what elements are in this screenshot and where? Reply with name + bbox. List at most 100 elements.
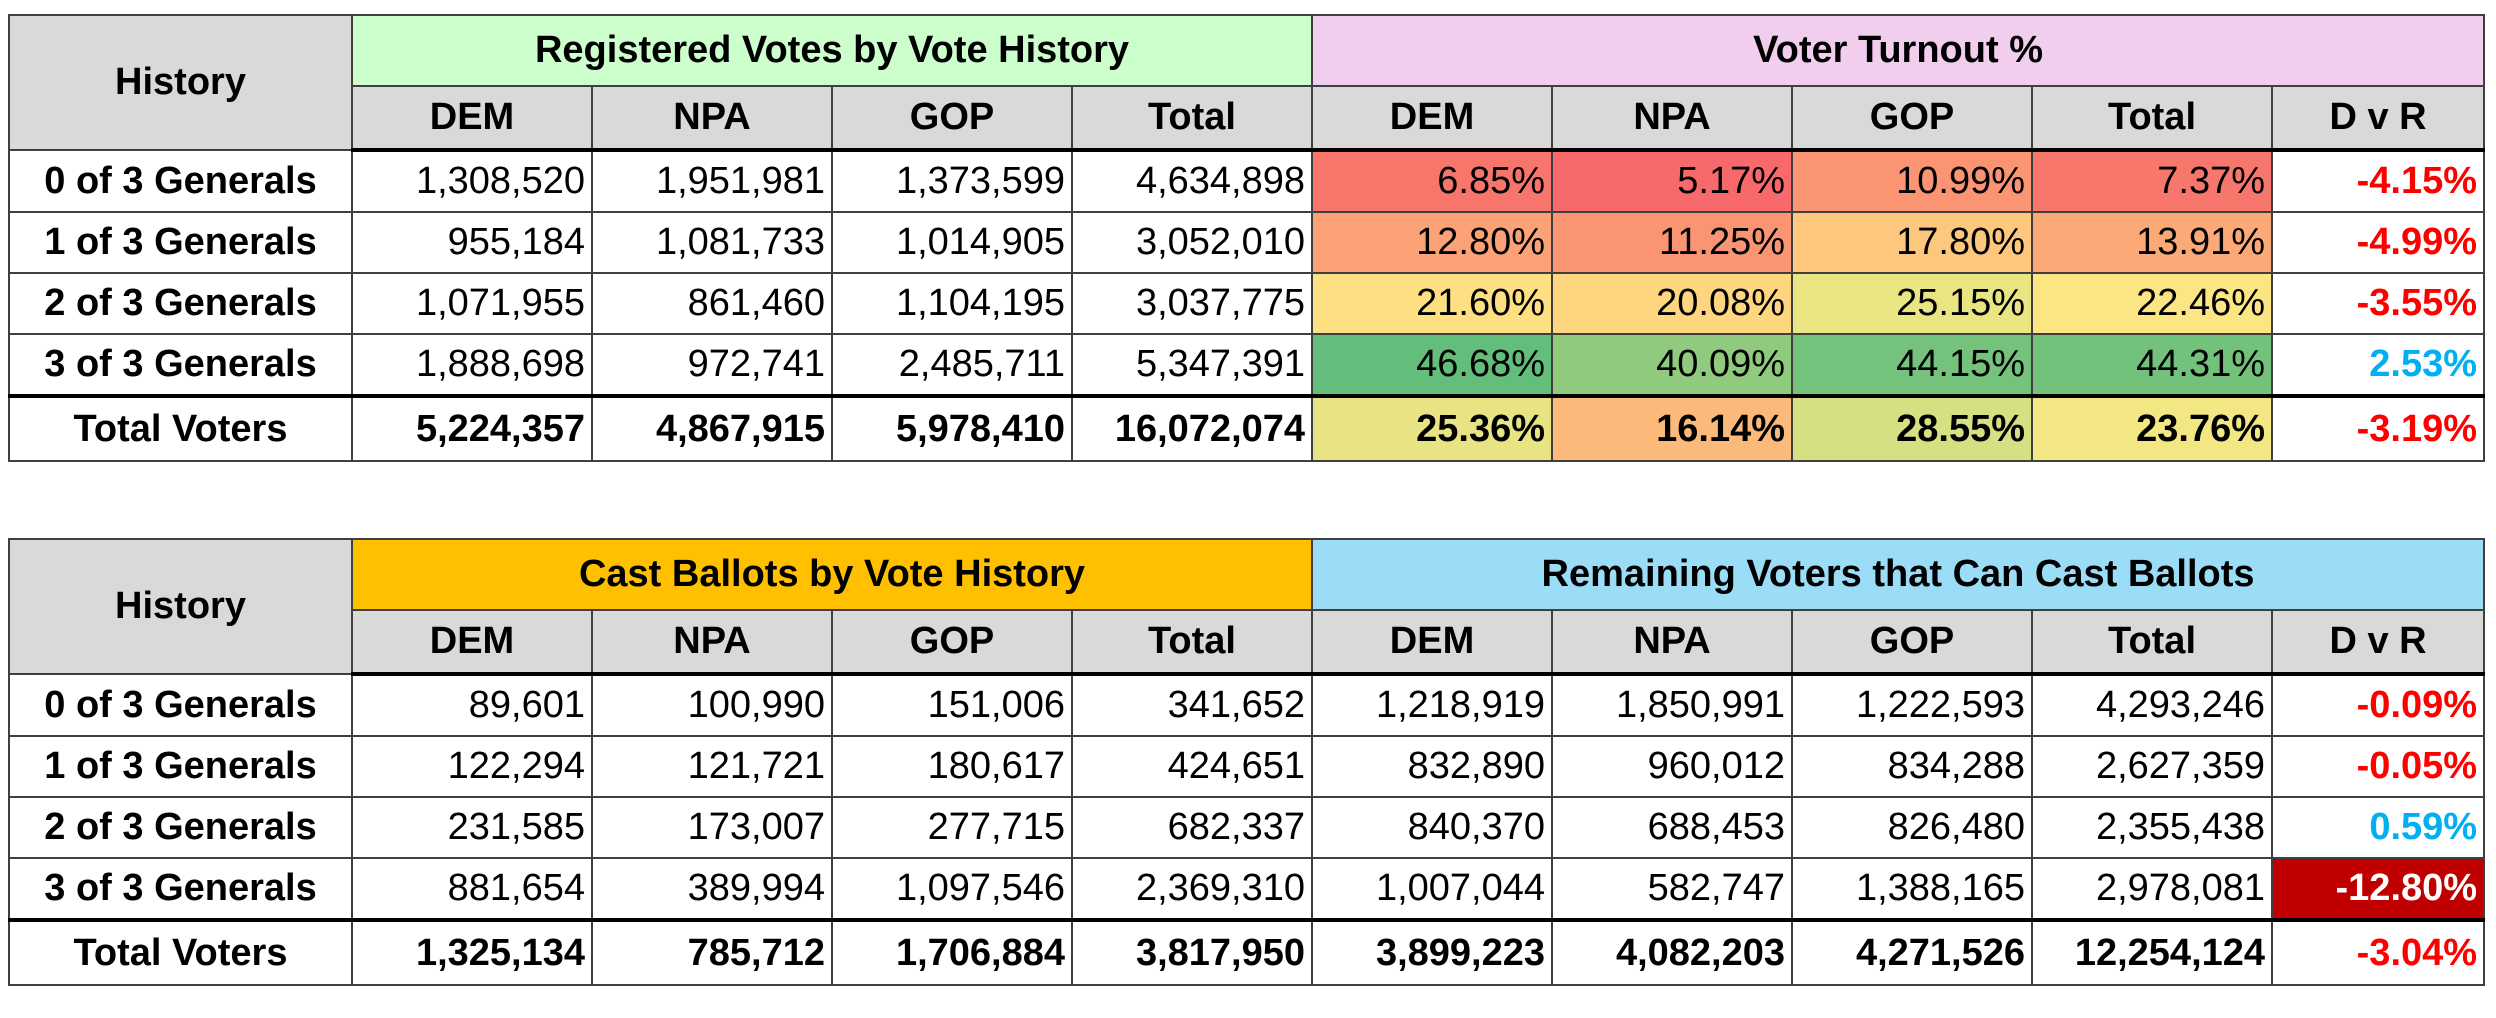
remaining-total-cell: 2,627,359: [2031, 735, 2274, 798]
turnout-gop-cell: 44.15%: [1791, 333, 2034, 397]
cast-gop-cell: 180,617: [831, 735, 1073, 798]
remaining-gop-cell: 1,388,165: [1791, 857, 2034, 921]
remaining-npa-cell: 960,012: [1551, 735, 1794, 798]
cast-remaining-table: History Cast Ballots by Vote History Rem…: [8, 538, 2486, 986]
table-row: 0 of 3 Generals 89,601 100,990 151,006 3…: [8, 673, 2486, 737]
total-row: Total Voters 5,224,357 4,867,915 5,978,4…: [8, 394, 2486, 462]
cast-npa-cell: 785,712: [591, 918, 833, 986]
cast-dem-cell: 89,601: [351, 673, 593, 737]
row-label: 1 of 3 Generals: [8, 211, 353, 274]
turnout-dem-cell: 25.36%: [1311, 394, 1554, 462]
col-header-dem: DEM: [1311, 85, 1554, 152]
turnout-dem-cell: 21.60%: [1311, 272, 1554, 335]
turnout-total-cell: 13.91%: [2031, 211, 2274, 274]
reg-gop-cell: 2,485,711: [831, 333, 1073, 397]
registered-votes-title: Registered Votes by Vote History: [350, 14, 1314, 87]
turnout-npa-cell: 11.25%: [1551, 211, 1794, 274]
row-label: 2 of 3 Generals: [8, 796, 353, 859]
remaining-npa-cell: 4,082,203: [1551, 918, 1794, 986]
col-header-total: Total: [1070, 609, 1314, 676]
turnout-gop-cell: 10.99%: [1791, 149, 2034, 213]
cast-dem-cell: 1,325,134: [351, 918, 593, 986]
row-label: Total Voters: [8, 394, 353, 462]
cast-total-cell: 424,651: [1070, 735, 1314, 798]
col-header-dvr: D v R: [2271, 609, 2486, 676]
turnout-npa-cell: 16.14%: [1551, 394, 1794, 462]
col-header-dem: DEM: [1311, 609, 1554, 676]
cast-total-cell: 2,369,310: [1070, 857, 1314, 921]
col-header-dem: DEM: [351, 85, 593, 152]
remaining-voters-title: Remaining Voters that Can Cast Ballots: [1311, 538, 2486, 611]
col-header-total: Total: [2031, 85, 2274, 152]
cast-total-cell: 3,817,950: [1070, 918, 1314, 986]
reg-dem-cell: 5,224,357: [351, 394, 593, 462]
remaining-npa-cell: 582,747: [1551, 857, 1794, 921]
col-header-gop: GOP: [831, 609, 1073, 676]
col-header-total: Total: [2031, 609, 2274, 676]
table-row: 1 of 3 Generals 955,184 1,081,733 1,014,…: [8, 211, 2486, 274]
cast-gop-cell: 151,006: [831, 673, 1073, 737]
cast-npa-cell: 389,994: [591, 857, 833, 921]
row-label: 3 of 3 Generals: [8, 857, 353, 921]
cast-npa-cell: 100,990: [591, 673, 833, 737]
dvr-cell: 2.53%: [2271, 333, 2486, 397]
col-header-npa: NPA: [591, 609, 833, 676]
remaining-total-cell: 4,293,246: [2031, 673, 2274, 737]
remaining-npa-cell: 1,850,991: [1551, 673, 1794, 737]
dvr-cell: -3.04%: [2271, 918, 2486, 986]
col-header-dem: DEM: [351, 609, 593, 676]
turnout-npa-cell: 5.17%: [1551, 149, 1794, 213]
col-header-gop: GOP: [831, 85, 1073, 152]
dvr-cell: -3.19%: [2271, 394, 2486, 462]
dvr-cell: -12.80%: [2271, 857, 2486, 921]
turnout-dem-cell: 6.85%: [1311, 149, 1554, 213]
table-row: 2 of 3 Generals 231,585 173,007 277,715 …: [8, 796, 2486, 859]
row-label: 1 of 3 Generals: [8, 735, 353, 798]
remaining-gop-cell: 4,271,526: [1791, 918, 2034, 986]
reg-total-cell: 4,634,898: [1070, 149, 1314, 213]
turnout-total-cell: 23.76%: [2031, 394, 2274, 462]
remaining-total-cell: 2,978,081: [2031, 857, 2274, 921]
reg-dem-cell: 1,888,698: [351, 333, 593, 397]
dvr-cell: -3.55%: [2271, 272, 2486, 335]
remaining-dem-cell: 832,890: [1311, 735, 1554, 798]
reg-dem-cell: 1,071,955: [351, 272, 593, 335]
turnout-dem-cell: 46.68%: [1311, 333, 1554, 397]
dvr-cell: 0.59%: [2271, 796, 2486, 859]
remaining-dem-cell: 3,899,223: [1311, 918, 1554, 986]
reg-npa-cell: 972,741: [591, 333, 833, 397]
remaining-total-cell: 12,254,124: [2031, 918, 2274, 986]
reg-npa-cell: 4,867,915: [591, 394, 833, 462]
row-label: 0 of 3 Generals: [8, 149, 353, 213]
reg-gop-cell: 1,373,599: [831, 149, 1073, 213]
cast-ballots-title: Cast Ballots by Vote History: [350, 538, 1314, 611]
col-header-npa: NPA: [591, 85, 833, 152]
reg-total-cell: 16,072,074: [1070, 394, 1314, 462]
cast-gop-cell: 1,097,546: [831, 857, 1073, 921]
row-label: 0 of 3 Generals: [8, 673, 353, 737]
cast-total-cell: 341,652: [1070, 673, 1314, 737]
reg-gop-cell: 5,978,410: [831, 394, 1073, 462]
col-header-gop: GOP: [1791, 609, 2034, 676]
col-header-total: Total: [1070, 85, 1314, 152]
col-header-dvr: D v R: [2271, 85, 2486, 152]
table-row: 3 of 3 Generals 881,654 389,994 1,097,54…: [8, 857, 2486, 921]
history-header: History: [8, 538, 353, 675]
reg-total-cell: 3,052,010: [1070, 211, 1314, 274]
dvr-cell: -0.09%: [2271, 673, 2486, 737]
dvr-cell: -4.99%: [2271, 211, 2486, 274]
row-label: 3 of 3 Generals: [8, 333, 353, 397]
turnout-gop-cell: 28.55%: [1791, 394, 2034, 462]
cast-total-cell: 682,337: [1070, 796, 1314, 859]
remaining-npa-cell: 688,453: [1551, 796, 1794, 859]
reg-npa-cell: 1,951,981: [591, 149, 833, 213]
turnout-gop-cell: 25.15%: [1791, 272, 2034, 335]
remaining-gop-cell: 826,480: [1791, 796, 2034, 859]
cast-dem-cell: 231,585: [351, 796, 593, 859]
reg-total-cell: 3,037,775: [1070, 272, 1314, 335]
col-header-gop: GOP: [1791, 85, 2034, 152]
cast-npa-cell: 121,721: [591, 735, 833, 798]
remaining-gop-cell: 1,222,593: [1791, 673, 2034, 737]
table-row: 2 of 3 Generals 1,071,955 861,460 1,104,…: [8, 272, 2486, 335]
turnout-npa-cell: 40.09%: [1551, 333, 1794, 397]
